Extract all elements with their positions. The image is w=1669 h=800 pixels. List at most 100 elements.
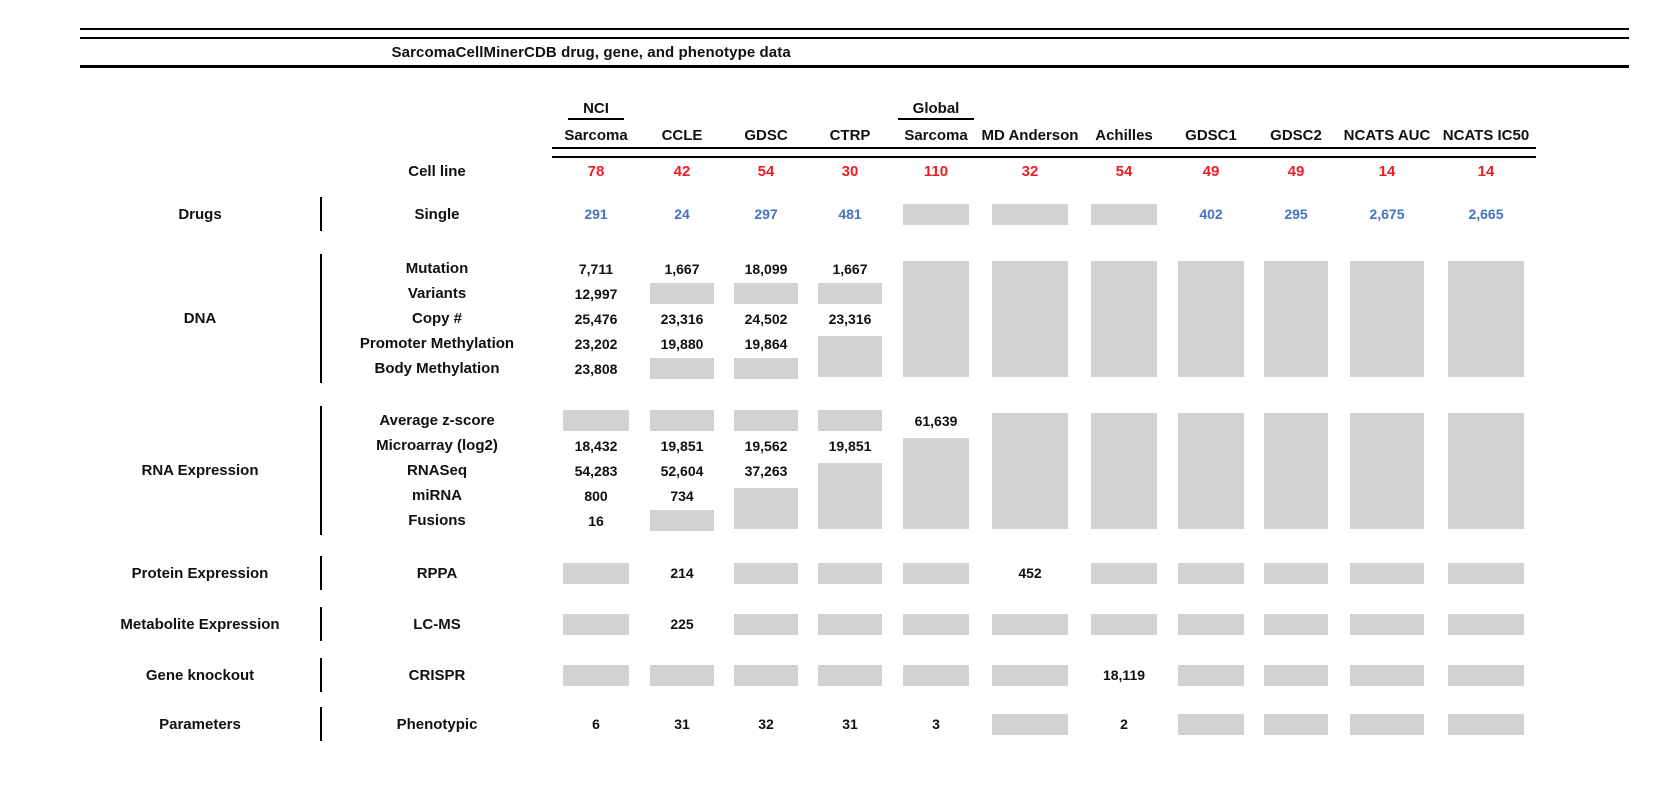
no-data-box-cell: [1080, 199, 1168, 229]
cell-line-count-ncats-auc: 14: [1378, 162, 1396, 180]
title-block: SarcomaCellMinerCDB drug, gene, and phen…: [80, 28, 1629, 68]
data-value-cell: 24: [674, 206, 690, 222]
no-data-box: [1264, 562, 1328, 584]
section-grid: Metabolite Expression LC-MS 225: [80, 607, 1629, 641]
data-value-cell: 2,665: [1468, 206, 1504, 222]
no-data-box-cell: [892, 558, 980, 588]
no-data-box: [992, 260, 1068, 377]
column-header-ctrp: CTRP: [829, 127, 871, 144]
no-data-box: [1349, 664, 1425, 686]
no-data-box-cell: [1338, 609, 1436, 639]
no-data-box-cell: [724, 356, 808, 381]
no-data-box: [1448, 713, 1524, 735]
no-data-box: [734, 562, 798, 584]
no-data-box: [1264, 664, 1328, 686]
no-data-box: [734, 410, 798, 431]
no-data-box-cell: [724, 408, 808, 433]
section-metabolite-expression: Metabolite Expression LC-MS 225: [80, 607, 1629, 641]
row-label: Average z-score: [379, 412, 495, 429]
data-value-cell: 3: [932, 716, 940, 732]
no-data-box: [1448, 562, 1524, 584]
row-label: Single: [414, 205, 460, 223]
no-data-box-cell: [1168, 660, 1254, 690]
category-divider-line: [320, 406, 322, 535]
no-data-box-cell: [1338, 660, 1436, 690]
row-label: Microarray (log2): [376, 437, 498, 454]
data-value-cell: 31: [842, 716, 858, 732]
row-label: RPPA: [416, 564, 458, 582]
section-dna: DNA Mutation 7,711 1,667 18,099 1,667 Variants…: [80, 254, 1629, 383]
column-header-gdsc: GDSC: [744, 127, 788, 144]
no-data-box-cell: [1254, 408, 1338, 533]
no-data-box-cell: [1436, 558, 1536, 588]
category-label: Metabolite Expression: [120, 615, 280, 633]
row-label: LC-MS: [413, 615, 461, 633]
no-data-box: [992, 412, 1068, 529]
column-group-label-nci-sarcoma: NCI: [568, 100, 624, 120]
no-data-box: [902, 203, 970, 225]
no-data-box: [818, 613, 882, 635]
no-data-box-cell: [980, 609, 1080, 639]
category-label: DNA: [183, 310, 217, 327]
no-data-box-cell: [640, 660, 724, 690]
column-group-label-global-sarcoma: Global: [897, 100, 975, 120]
cell-line-row: Cell line 78 42 54 30 110 32 54 49 49 14 14: [80, 156, 1629, 186]
no-data-box-cell: [640, 281, 724, 306]
data-value-cell: 7,711: [578, 260, 614, 277]
cell-line-count-gdsc1: 49: [1202, 162, 1220, 180]
no-data-box-cell: [724, 660, 808, 690]
no-data-box: [1090, 562, 1158, 584]
no-data-box-cell: [892, 256, 980, 381]
no-data-box-cell: [1254, 709, 1338, 739]
top-double-rule: [80, 28, 1629, 39]
data-value-cell: 291: [584, 206, 608, 222]
no-data-box: [1178, 260, 1244, 377]
category-divider-line: [320, 254, 322, 383]
data-value-cell: 1,667: [664, 260, 700, 277]
category-label: Gene knockout: [145, 666, 255, 684]
no-data-box: [1090, 613, 1158, 635]
section-drugs: Drugs Single 291 24 297 481 402 295 2,675 2,665: [80, 197, 1629, 231]
data-value-cell: 25,476: [574, 310, 618, 327]
no-data-box-cell: [1080, 609, 1168, 639]
no-data-box: [1264, 713, 1328, 735]
no-data-box: [734, 664, 798, 686]
section-grid: RNA Expression Average z-score 61,639 Micro…: [80, 406, 1629, 535]
title-bottom-rule: [80, 65, 1629, 68]
category-divider-line: [320, 658, 322, 692]
no-data-box-cell: [980, 709, 1080, 739]
category-divider-line: [320, 556, 322, 590]
row-label: CRISPR: [408, 666, 466, 684]
data-value-cell: 481: [838, 206, 862, 222]
data-value-cell: 297: [754, 206, 778, 222]
data-value-cell: 2,675: [1369, 206, 1405, 222]
category-divider-line: [320, 707, 322, 741]
row-label: RNASeq: [406, 462, 467, 479]
data-value-cell: 19,851: [828, 437, 872, 454]
column-header-ncats-auc: NCATS AUC: [1343, 127, 1431, 144]
data-value-cell: 2: [1120, 716, 1128, 732]
data-value-cell: 31: [674, 716, 690, 732]
no-data-box: [562, 664, 630, 686]
data-value-cell: 214: [670, 565, 694, 581]
no-data-box: [902, 437, 970, 529]
no-data-box-cell: [1254, 660, 1338, 690]
no-data-box-cell: [1338, 558, 1436, 588]
no-data-box: [992, 664, 1068, 686]
column-header-md-anderson: MD Anderson: [981, 127, 1079, 144]
no-data-box: [650, 410, 714, 431]
no-data-box-cell: [552, 408, 640, 433]
data-value-cell: 295: [1284, 206, 1308, 222]
section-grid: DNA Mutation 7,711 1,667 18,099 1,667 Variants…: [80, 254, 1629, 383]
column-header-global-sarcoma: Sarcoma: [904, 127, 968, 144]
data-value-cell: 6: [592, 716, 600, 732]
data-value-cell: 54,283: [574, 462, 618, 479]
no-data-box: [1264, 260, 1328, 377]
no-data-box-cell: [1338, 408, 1436, 533]
row-label: Variants: [407, 285, 467, 302]
data-value-cell: 19,562: [744, 437, 788, 454]
table-body: Drugs Single 291 24 297 481 402 295 2,675 2,665 DN…: [80, 197, 1629, 741]
data-value-cell: 1,667: [832, 260, 868, 277]
data-value-cell: 37,263: [744, 462, 788, 479]
no-data-box-cell: [724, 281, 808, 306]
